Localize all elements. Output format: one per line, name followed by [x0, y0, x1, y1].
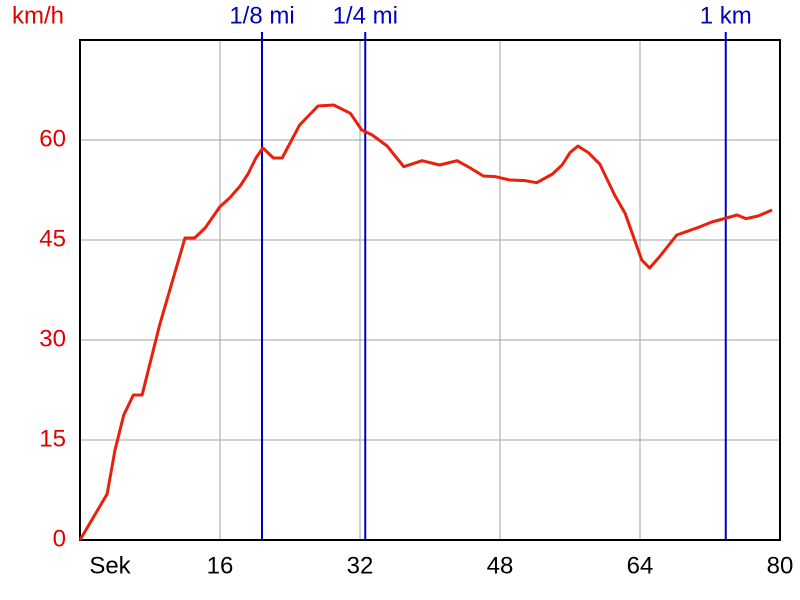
- distance-marker-label: 1/8 mi: [229, 2, 294, 29]
- x-tick-label: 16: [207, 552, 234, 579]
- speed-line: [78, 103, 773, 541]
- distance-marker-label: 1/4 mi: [333, 2, 398, 29]
- distance-marker-label: 1 km: [700, 2, 752, 29]
- y-tick-label: 30: [39, 325, 66, 352]
- y-tick-label: 45: [39, 225, 66, 252]
- y-tick-label: 15: [39, 425, 66, 452]
- x-tick-label: 80: [767, 552, 794, 579]
- y-axis-label: km/h: [12, 2, 64, 29]
- y-tick-label: 60: [39, 125, 66, 152]
- y-tick-label: 0: [53, 525, 66, 552]
- x-tick-label: 64: [627, 552, 654, 579]
- x-tick-label: 32: [347, 552, 374, 579]
- plot-frame: [79, 39, 781, 541]
- x-tick-label: 48: [487, 552, 514, 579]
- x-axis-label: Sek: [89, 552, 131, 579]
